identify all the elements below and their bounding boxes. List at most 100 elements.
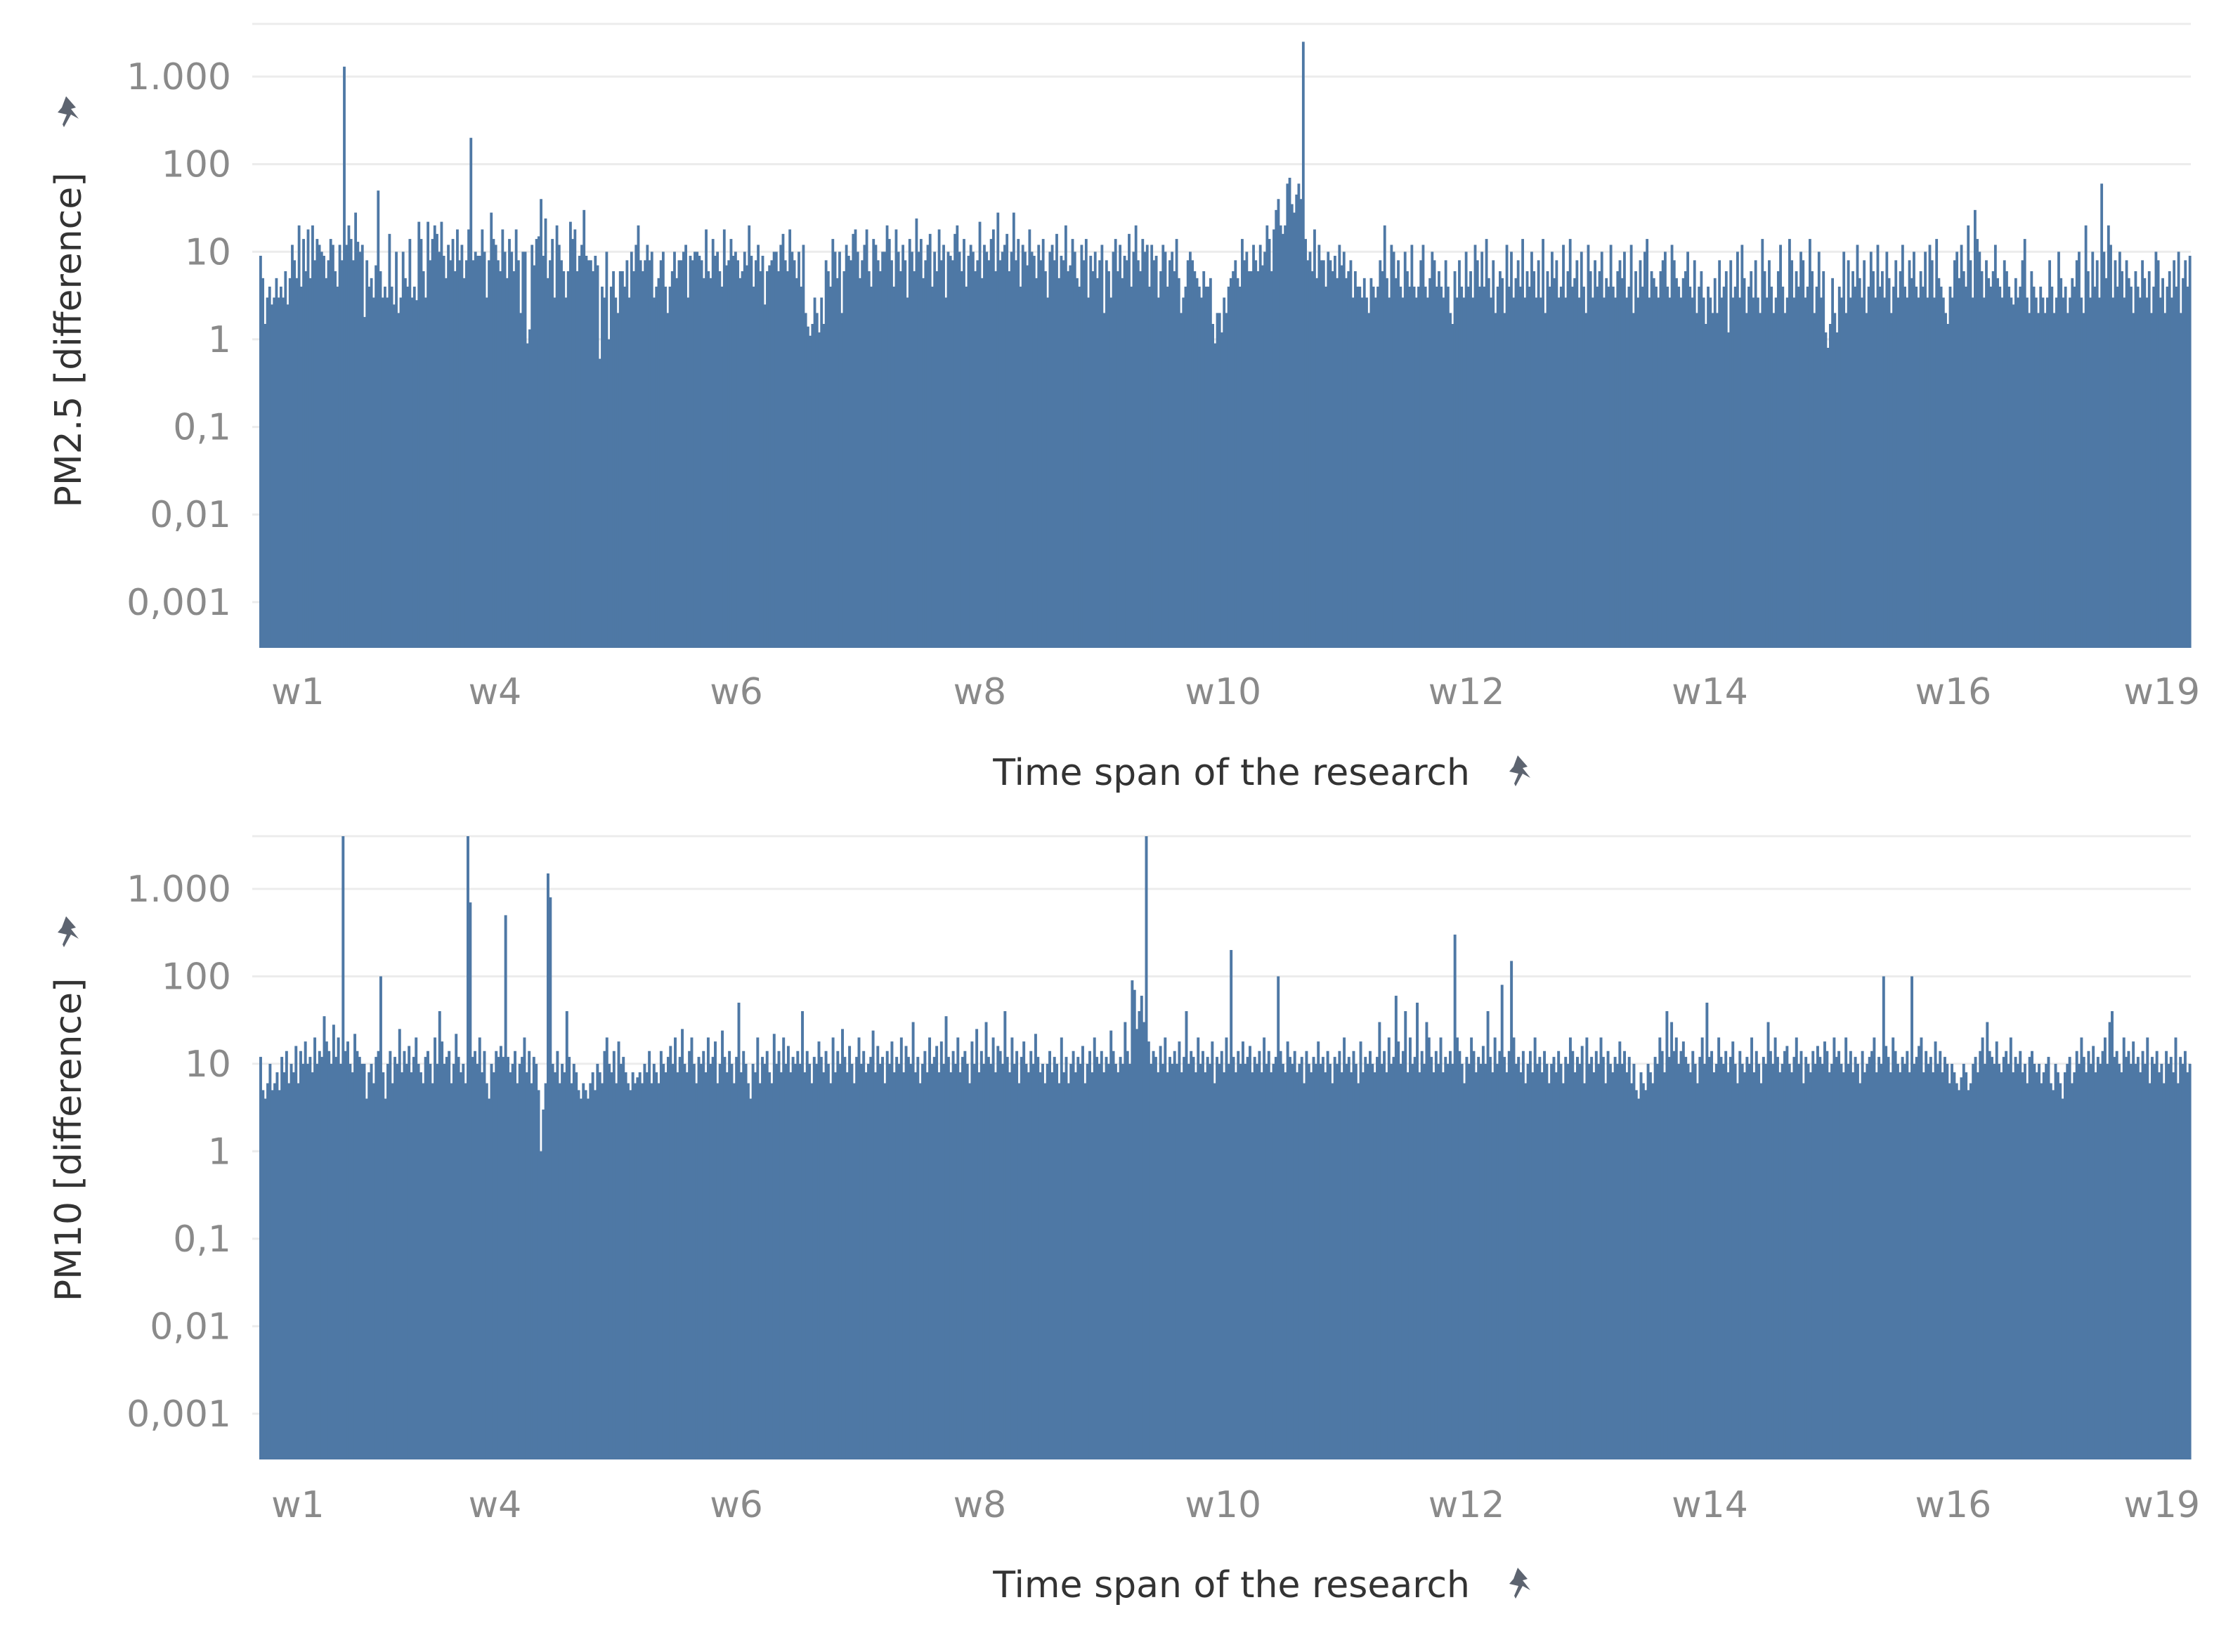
pm25-bar [1299, 199, 1303, 648]
pm25-bar [2059, 278, 2063, 648]
pm25-bar [1284, 225, 1287, 648]
pm10-bar [474, 1051, 477, 1459]
pm25-bar [585, 256, 588, 648]
pm10-bar [1979, 1051, 1982, 1459]
pm10-y-pin-icon[interactable] [58, 916, 79, 947]
pm25-bar [308, 278, 312, 648]
pm10-bar [826, 1063, 830, 1459]
pm25-bar [1263, 252, 1267, 648]
pm25-bar [856, 252, 859, 648]
pm25-x-pin-icon[interactable] [1509, 755, 1530, 786]
pm10-bar [2118, 1063, 2121, 1459]
pm25-bar [1571, 286, 1574, 648]
pm25-bar [1469, 271, 1472, 648]
pm25-bar [1955, 252, 1959, 648]
pm25-bar [1924, 252, 1927, 648]
pm25-bar [1614, 297, 1617, 648]
pm25-bar [897, 252, 900, 648]
pm10-bar [2002, 1057, 2005, 1459]
pm10-bar [1286, 1041, 1289, 1459]
pm10-bar [704, 1072, 708, 1459]
pm25-bar [462, 278, 466, 648]
pm25-bar [942, 245, 945, 648]
pm25-bar [1297, 183, 1301, 648]
pm25-bar [1223, 297, 1226, 648]
pm25-bar [1080, 245, 1083, 648]
pm10-bar [1856, 1063, 1859, 1459]
pm10-bar [2106, 1063, 2109, 1459]
pm25-bar [1055, 233, 1058, 648]
pm10-bar [2080, 1037, 2083, 1459]
pm10-x-pin-icon[interactable] [1509, 1568, 1530, 1599]
pm10-bar [923, 1051, 927, 1459]
pm25-bar [1367, 313, 1371, 648]
pm10-bar [763, 1063, 767, 1459]
pm10-bar [963, 1051, 967, 1459]
pm25-bar [1159, 271, 1162, 648]
pm10-bar [2134, 1063, 2137, 1459]
pm25-bar [512, 271, 516, 648]
pm25-bar [516, 260, 520, 648]
pm25-bar [777, 271, 780, 648]
pm10-bar [1434, 1051, 1438, 1459]
pm10-bar [935, 1046, 939, 1459]
pm25-bar [1076, 278, 1079, 648]
pm25-bar [768, 265, 772, 648]
pm25-bar [1421, 245, 1425, 648]
pm25-bar [2118, 252, 2121, 648]
pm25-bar [1024, 252, 1027, 648]
pm25-bar [772, 252, 776, 648]
pm10-bar [1345, 1063, 1348, 1459]
pm10-bar [579, 1098, 582, 1459]
pm25-bar [478, 256, 482, 648]
pm25-bar [802, 245, 805, 648]
pm25-bar [675, 278, 679, 648]
pm10-bar [786, 1046, 790, 1459]
pm10-bar [1448, 1051, 1452, 1459]
pm10-bar [643, 1063, 646, 1459]
pm10-bar [2035, 1072, 2038, 1459]
pm10-bar [756, 1037, 760, 1459]
pm25-bar [483, 252, 486, 648]
pm25-bar [2186, 286, 2189, 648]
pm10-bar [1098, 1063, 1101, 1459]
pm10-bar [1507, 1051, 1511, 1459]
pm10-bar [1451, 1063, 1454, 1459]
pm10-bar [1100, 1051, 1103, 1459]
pm25-bar [1241, 239, 1244, 649]
pm10-bar [1055, 1063, 1059, 1459]
pm10-bar [2047, 1057, 2050, 1459]
pm25-x-tick-labels: w1 w4 w6 w8 w10 w12 w14 w16 w19 [271, 671, 2200, 713]
pm10-bar [471, 1057, 474, 1459]
pm25-bar [702, 278, 705, 648]
pm25-bar [741, 271, 744, 648]
pm10-bar [784, 1063, 788, 1459]
pm10-bar [1538, 1057, 1542, 1459]
pm10-bar [1606, 1051, 1610, 1459]
pm25-y-tick-label: 0,01 [150, 494, 231, 536]
pm25-bar [670, 271, 674, 648]
pm10-bar [1256, 1063, 1259, 1459]
pm10-bar [1121, 1063, 1124, 1459]
pm25-bar [1494, 313, 1497, 648]
pm25-bar [302, 239, 305, 649]
pm10-bar [1463, 1083, 1466, 1459]
pm10-bar [998, 1051, 1002, 1459]
pm25-bar [1069, 265, 1072, 648]
pm25-bar [1021, 245, 1024, 648]
pm10-bar [1031, 1063, 1035, 1459]
pm25-bar [551, 239, 554, 649]
pm10-bar [1048, 1051, 1052, 1459]
pm25-bar [2026, 297, 2029, 648]
pm10-bar [808, 1063, 812, 1459]
pm25-bar [505, 278, 509, 648]
pm10-bar [718, 1063, 722, 1459]
pm25-y-pin-icon[interactable] [58, 96, 79, 127]
pm10-bar [1072, 1051, 1075, 1459]
pm25-bar [433, 225, 436, 648]
pm10-bar [271, 1090, 274, 1459]
pm10-bar [1298, 1063, 1301, 1459]
pm10-bar [568, 1057, 571, 1459]
pm10-bar [645, 1072, 649, 1459]
